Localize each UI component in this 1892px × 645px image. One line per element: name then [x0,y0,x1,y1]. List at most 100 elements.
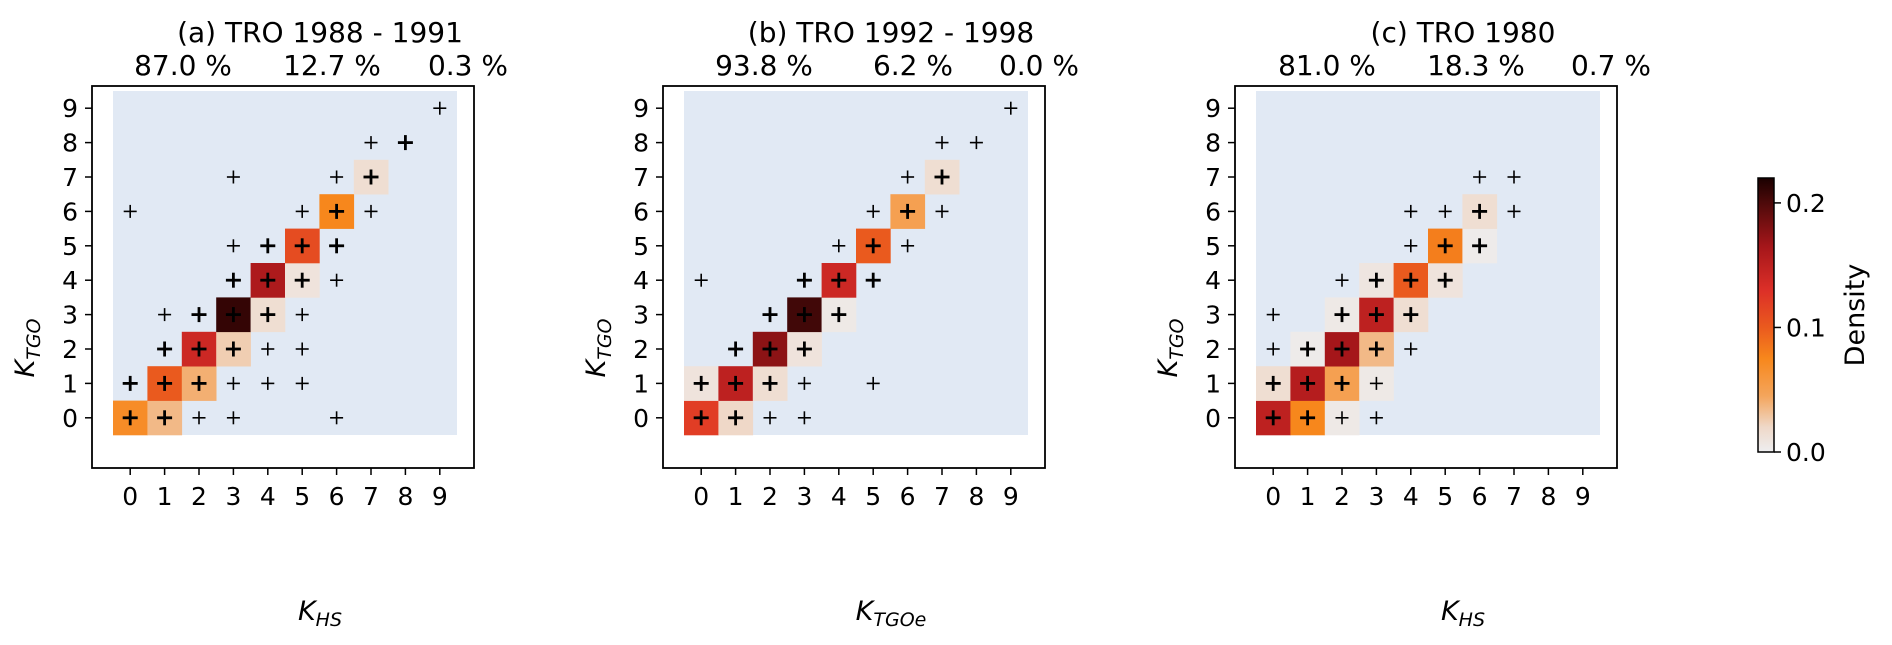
plus-marker [796,272,812,288]
plus-marker [1404,204,1418,218]
plus-marker [1334,375,1350,391]
plus-marker [191,307,207,323]
colorbar-tick-label: 0.1 [1786,313,1826,342]
plus-marker [225,341,241,357]
y-tick-label: 4 [1205,266,1221,295]
plus-marker [1335,411,1349,425]
plus-marker [1437,272,1453,288]
plus-marker [225,307,241,323]
plus-marker [226,376,240,390]
plus-marker [866,204,880,218]
plus-marker [728,375,744,391]
plus-marker [1300,341,1316,357]
plus-marker [157,341,173,357]
plus-marker [1368,307,1384,323]
panel-b: (b) TRO 1992 - 1998 93.8 % 6.2 % 0.0 % 0… [581,16,1079,631]
plus-marker [762,341,778,357]
colorbar-tick-label: 0.2 [1786,189,1826,218]
y-tick-label: 0 [633,404,649,433]
y-tick-label: 2 [62,335,78,364]
panel-c-pct-3: 0.7 % [1571,49,1651,82]
plus-marker [1334,341,1350,357]
y-tick-label: 9 [1205,94,1221,123]
plus-marker [1472,203,1488,219]
plus-marker [330,170,344,184]
x-tick-label: 3 [796,482,812,511]
plus-marker [260,307,276,323]
x-tick-label: 5 [294,482,310,511]
plus-marker [261,342,275,356]
plus-marker [1004,101,1018,115]
panel-c-ylabel: KTGO [1153,318,1188,377]
x-tick-label: 0 [693,482,709,511]
plus-marker [364,136,378,150]
x-tick-label: 1 [728,482,744,511]
plus-marker [294,272,310,288]
panel-a-pct-3: 0.3 % [428,49,508,82]
axes-frame [91,85,475,469]
plus-marker [363,169,379,185]
y-tick-label: 9 [633,94,649,123]
plus-marker [123,204,137,218]
x-tick-label: 6 [900,482,916,511]
x-tick-label: 7 [1506,482,1522,511]
y-tick-label: 9 [62,94,78,123]
plus-marker [1300,410,1316,426]
plus-marker [192,411,206,425]
panel-c-pct-2: 18.3 % [1427,49,1525,82]
x-tick-label: 5 [865,482,881,511]
plus-marker [157,410,173,426]
plus-marker [1403,307,1419,323]
plus-marker [158,308,172,322]
plus-marker [935,204,949,218]
plus-marker [693,375,709,391]
y-tick-label: 2 [633,335,649,364]
plus-marker [225,272,241,288]
panel-a: (a) TRO 1988 - 1991 87.0 % 12.7 % 0.3 % … [10,16,508,631]
plus-marker [1368,341,1384,357]
x-tick-label: 6 [1472,482,1488,511]
plus-marker [728,410,744,426]
plus-marker [226,239,240,253]
plus-marker [866,376,880,390]
plus-marker [901,170,915,184]
x-tick-label: 9 [1575,482,1591,511]
y-tick-label: 8 [1205,129,1221,158]
plus-marker [330,411,344,425]
plus-marker [728,341,744,357]
axes-frame [662,85,1046,469]
x-tick-label: 9 [432,482,448,511]
y-tick-label: 8 [633,129,649,158]
plus-marker [865,238,881,254]
y-tick-label: 1 [633,369,649,398]
plus-marker [1369,411,1383,425]
plus-marker [1335,273,1349,287]
plus-marker [797,411,811,425]
plus-marker [226,170,240,184]
x-tick-label: 2 [1334,482,1350,511]
x-tick-label: 4 [831,482,847,511]
x-tick-label: 0 [1265,482,1281,511]
plus-marker [157,375,173,391]
plus-marker [796,341,812,357]
y-tick-label: 0 [62,404,78,433]
panel-b-ylabel: KTGO [581,318,616,377]
panel-a-pct-2: 12.7 % [283,49,381,82]
plus-marker [1266,342,1280,356]
panel-b-pct-1: 93.8 % [715,49,813,82]
panel-c-title: (c) TRO 1980 [1371,16,1556,49]
y-tick-label: 6 [633,197,649,226]
plus-marker [1369,376,1383,390]
plus-marker [1265,410,1281,426]
panel-b-pct-2: 6.2 % [873,49,953,82]
plus-marker [797,376,811,390]
y-tick-label: 3 [62,301,78,330]
panel-b-xlabel: KTGOe [856,596,927,631]
plus-marker [1472,238,1488,254]
panel-a-ylabel: KTGO [10,318,45,377]
plus-marker [1437,238,1453,254]
plus-marker [831,272,847,288]
x-tick-label: 7 [934,482,950,511]
